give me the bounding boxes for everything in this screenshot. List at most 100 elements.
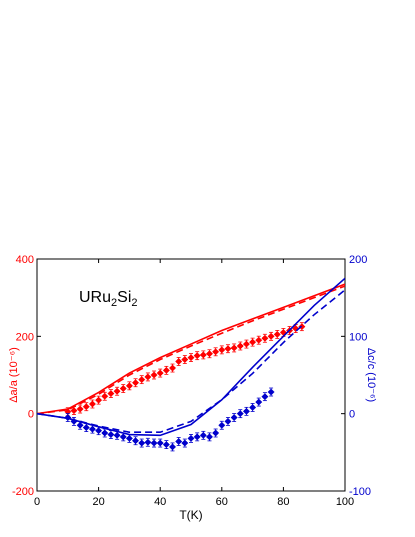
data-marker <box>212 429 220 437</box>
data-marker <box>193 352 201 360</box>
data-marker <box>113 387 121 395</box>
x-tick-label: 100 <box>336 496 354 508</box>
data-marker <box>82 424 90 432</box>
data-marker <box>138 376 146 384</box>
data-marker <box>156 439 164 447</box>
data-marker <box>249 403 257 412</box>
data-marker <box>242 407 250 415</box>
series-line-solid <box>37 277 345 437</box>
data-marker <box>224 417 232 425</box>
data-marker <box>82 403 90 411</box>
data-marker <box>267 332 275 340</box>
data-marker <box>199 431 207 439</box>
data-marker <box>218 346 226 354</box>
y-right-tick-label: 200 <box>349 254 367 266</box>
data-marker <box>76 405 84 413</box>
data-marker <box>88 425 96 433</box>
data-marker <box>150 439 158 447</box>
y-axis-left-label: Δa/a (10⁻⁶) <box>8 347 20 403</box>
data-marker <box>95 427 103 435</box>
y-right-tick-label: -100 <box>349 486 371 498</box>
data-marker <box>70 407 78 415</box>
y-right-tick-label: 0 <box>349 409 355 421</box>
x-tick-label: 20 <box>92 496 104 508</box>
data-marker <box>107 390 115 398</box>
data-marker <box>76 421 84 429</box>
data-marker <box>199 351 207 359</box>
series-line-dashed <box>37 289 345 434</box>
data-marker <box>162 441 170 449</box>
data-marker <box>187 434 195 442</box>
data-marker <box>249 338 257 346</box>
data-marker <box>162 366 170 374</box>
y-axis-right-label-text: Δc/c (10⁻⁶) <box>365 348 377 402</box>
data-marker <box>138 439 146 447</box>
x-tick-label: 0 <box>34 496 40 508</box>
data-marker <box>107 430 115 439</box>
data-marker <box>144 438 152 446</box>
y-axis-left-label-text: Δa/a (10⁻⁶) <box>8 347 20 403</box>
y-left-tick-label: -200 <box>12 486 34 498</box>
annotation-formula: URu <box>79 289 111 306</box>
x-tick-label: 80 <box>277 496 289 508</box>
data-marker <box>181 355 189 364</box>
data-marker <box>261 393 269 401</box>
data-marker <box>156 369 164 377</box>
data-marker <box>168 443 177 451</box>
series-line-dashed <box>37 285 345 415</box>
data-marker <box>70 417 78 425</box>
data-marker <box>187 354 195 362</box>
data-layer <box>37 277 345 452</box>
data-marker <box>64 413 72 422</box>
data-marker <box>205 350 214 358</box>
data-marker <box>255 336 263 344</box>
data-marker <box>101 429 109 437</box>
data-marker <box>125 382 133 390</box>
data-marker <box>168 364 177 372</box>
data-marker <box>113 431 121 439</box>
data-marker <box>236 410 244 418</box>
data-marker <box>267 388 275 396</box>
annotation-sub1: 2 <box>111 297 117 309</box>
data-marker <box>242 340 250 348</box>
series-line-solid <box>37 283 345 415</box>
annotation-sub2: 2 <box>131 297 137 309</box>
data-marker <box>132 437 140 445</box>
data-marker <box>273 330 281 338</box>
compound-annotation: URu2Si2 <box>79 289 138 309</box>
data-marker <box>88 400 96 408</box>
data-marker <box>205 433 214 441</box>
data-marker <box>224 345 232 353</box>
plot-frame <box>36 258 346 492</box>
data-marker <box>132 379 140 387</box>
data-marker <box>181 439 189 447</box>
y-left-tick-label: 400 <box>16 254 34 266</box>
data-marker <box>125 434 133 442</box>
x-tick-label: 60 <box>216 496 228 508</box>
data-marker <box>236 342 244 350</box>
data-marker <box>144 373 152 381</box>
x-tick-label: 40 <box>154 496 166 508</box>
data-marker <box>150 371 158 379</box>
data-marker <box>119 433 127 441</box>
y-left-tick-label: 200 <box>16 331 34 343</box>
data-marker <box>101 392 109 400</box>
data-marker <box>212 348 220 356</box>
data-marker <box>193 433 201 441</box>
data-marker <box>175 437 183 446</box>
data-marker <box>230 413 238 422</box>
data-marker <box>218 421 226 429</box>
y-left-tick-label: 0 <box>28 409 34 421</box>
data-marker <box>261 334 269 342</box>
data-marker <box>255 398 263 406</box>
y-right-tick-label: 100 <box>349 331 367 343</box>
x-axis-label: T(K) <box>179 508 202 522</box>
y-axis-right-label: Δc/c (10⁻⁶) <box>365 348 377 402</box>
data-marker <box>230 344 238 352</box>
data-marker <box>119 384 127 393</box>
data-marker <box>95 396 103 404</box>
data-marker <box>175 357 183 366</box>
annotation-mid: Si <box>117 289 131 306</box>
